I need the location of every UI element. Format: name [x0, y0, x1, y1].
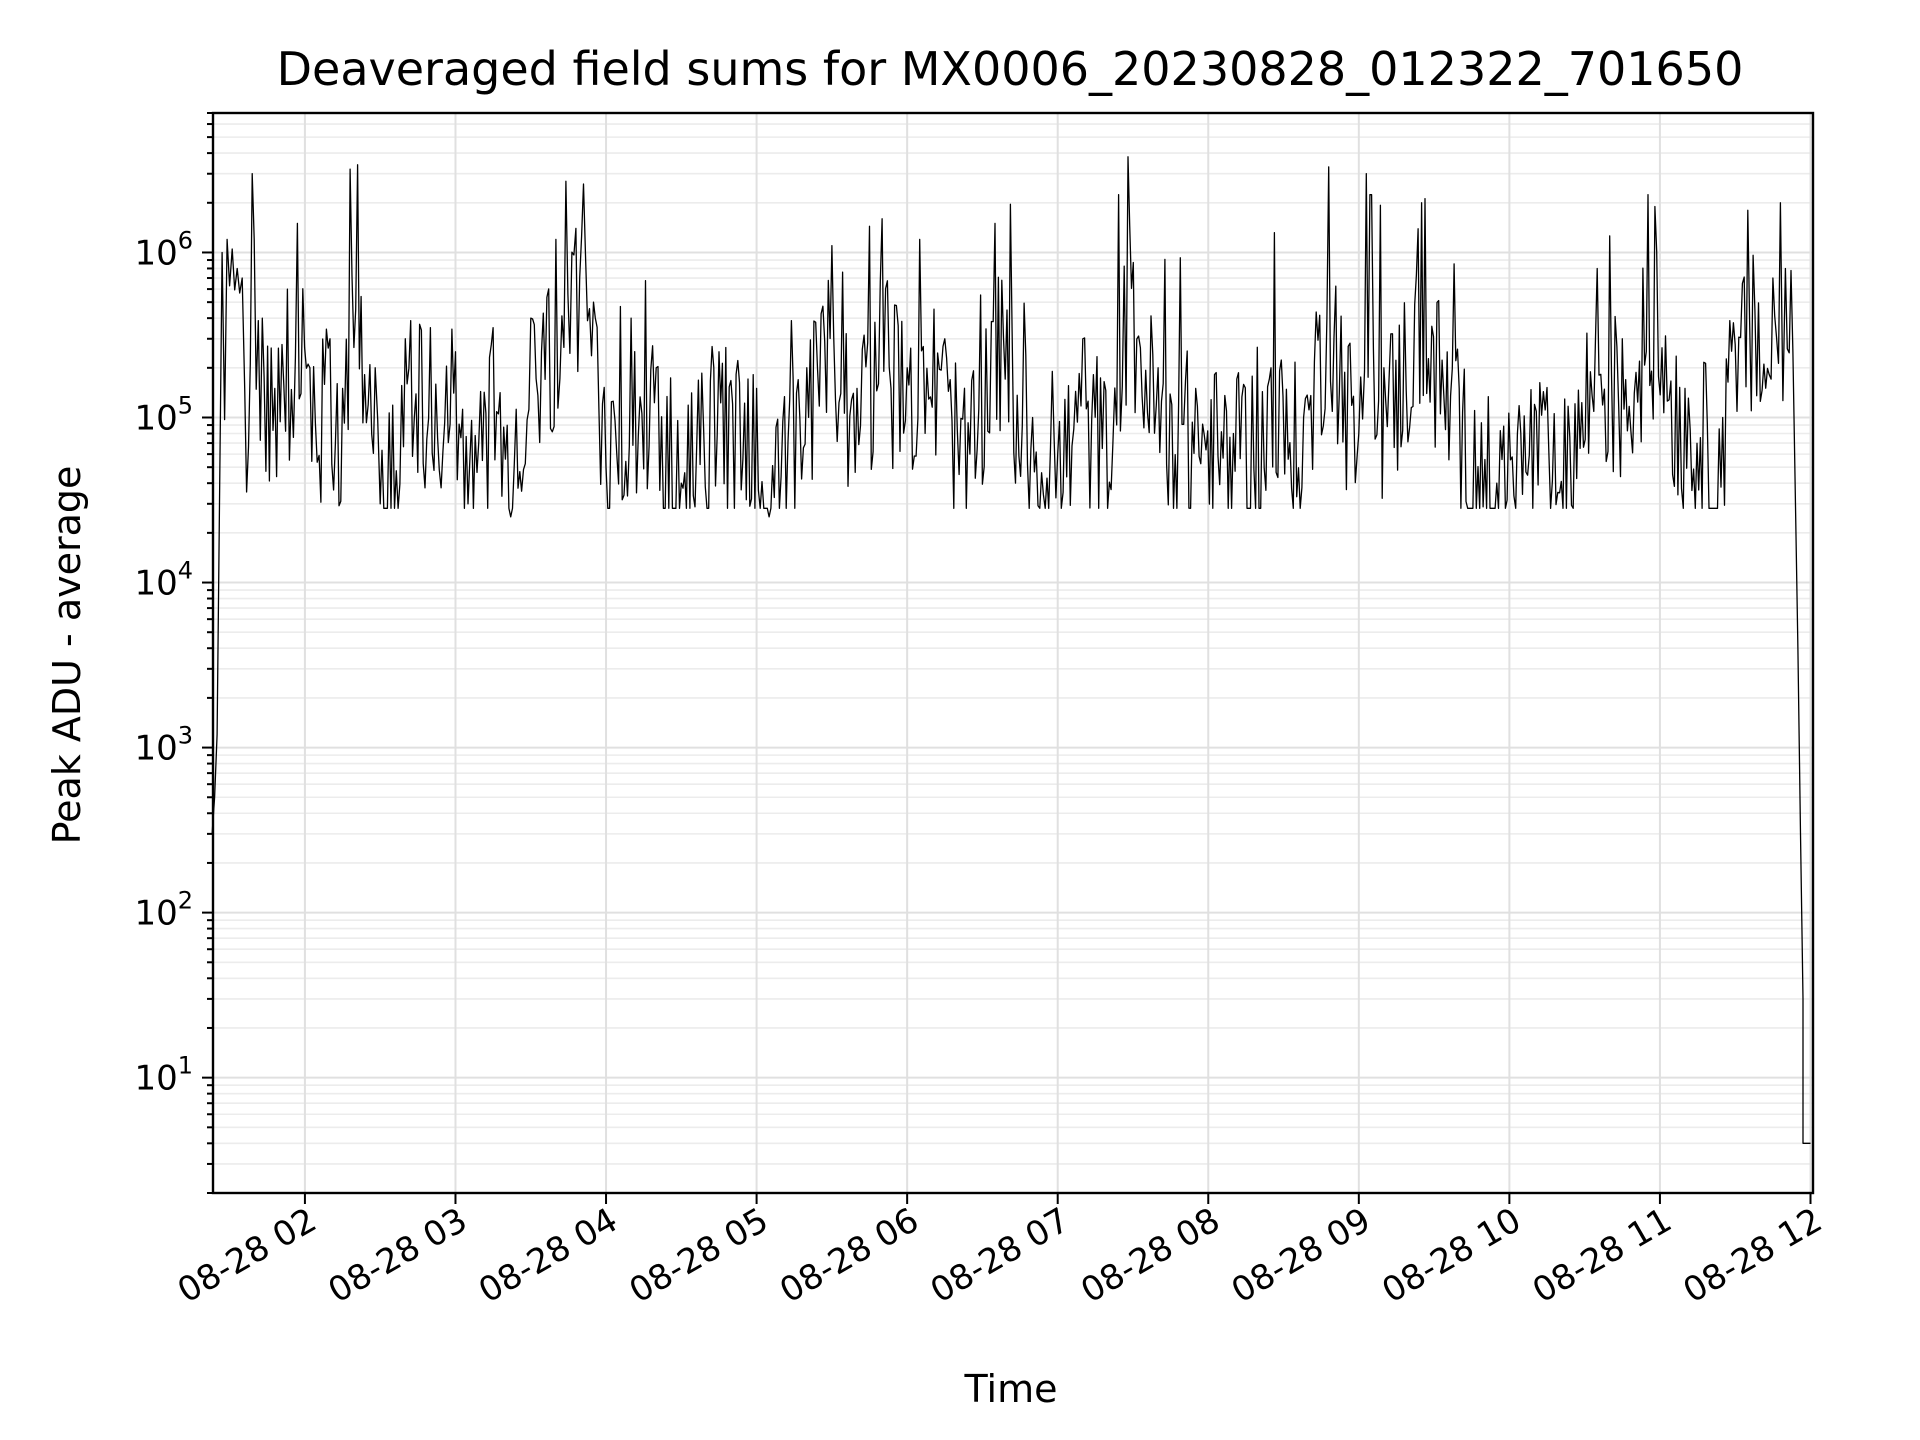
plot-frame: [211, 111, 1815, 1195]
y-tick-label: 101: [134, 1052, 193, 1099]
y-tick-label: 103: [134, 722, 193, 769]
chart-title: Deaveraged field sums for MX0006_2023082…: [277, 42, 1744, 96]
series-line: [211, 156, 1811, 1144]
y-tick-label: 105: [134, 392, 193, 439]
x-axis-label: Time: [964, 1367, 1058, 1411]
y-tick-label: 102: [134, 887, 193, 934]
y-axis: 101 102 103 104 105 106: [134, 112, 213, 1194]
y-tick-label: 104: [134, 557, 193, 604]
y-axis-label: Peak ADU - average: [45, 466, 89, 845]
y-tick-label: 106: [134, 226, 193, 273]
grid-lines: [213, 112, 1813, 1194]
series-layer: [211, 156, 1811, 1144]
